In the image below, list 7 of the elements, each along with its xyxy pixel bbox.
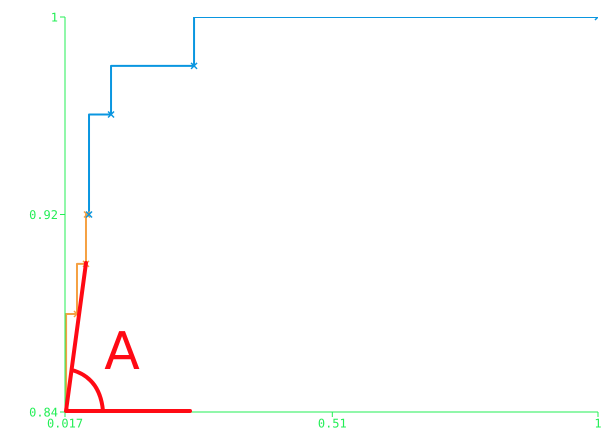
x-tick-label: 1 — [594, 416, 602, 431]
x-tick-label: 0.017 — [46, 416, 84, 431]
y-tick-label: 0.92 — [29, 208, 58, 222]
x-tick-label: 0.51 — [318, 416, 347, 431]
y-tick-label: 0.84 — [29, 405, 58, 420]
y-tick-label: 1 — [50, 10, 58, 24]
annotation: A — [104, 322, 140, 382]
